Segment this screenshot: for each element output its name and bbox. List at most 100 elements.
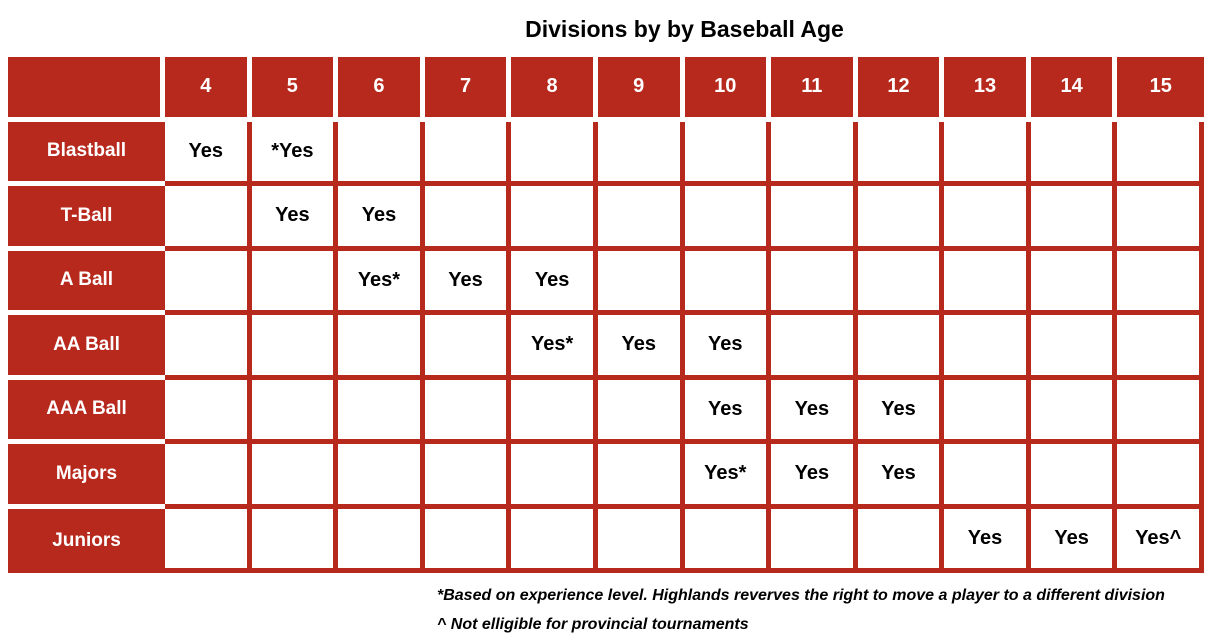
cell-t-ball-age-8 xyxy=(511,186,598,251)
row-header-a-ball: A Ball xyxy=(8,250,165,315)
cell-t-ball-age-15 xyxy=(1117,186,1204,251)
cell-aaa-ball-age-12: Yes xyxy=(857,379,945,444)
age-header-8: 8 xyxy=(511,57,598,122)
cell-aa-ball-age-4 xyxy=(165,315,252,380)
age-header-14: 14 xyxy=(1030,57,1118,122)
cell-majors-age-11: Yes xyxy=(771,444,858,509)
cell-majors-age-14 xyxy=(1030,444,1118,509)
cell-majors-age-5 xyxy=(251,444,339,509)
age-header-9: 9 xyxy=(597,57,685,122)
cell-aaa-ball-age-7 xyxy=(424,379,512,444)
cell-a-ball-age-10 xyxy=(684,250,772,315)
age-header-13: 13 xyxy=(944,57,1031,122)
cell-blastball-age-5: *Yes xyxy=(251,121,339,186)
cell-aa-ball-age-10: Yes xyxy=(684,315,772,380)
cell-t-ball-age-10 xyxy=(684,186,772,251)
cell-majors-age-6 xyxy=(338,444,425,509)
row-header-aa-ball: AA Ball xyxy=(8,315,165,380)
cell-juniors-age-10 xyxy=(684,508,772,573)
cell-aa-ball-age-8: Yes* xyxy=(511,315,598,380)
cell-aa-ball-age-9: Yes xyxy=(597,315,685,380)
cell-aa-ball-age-5 xyxy=(251,315,339,380)
row-header-juniors: Juniors xyxy=(8,508,165,573)
footnotes: *Based on experience level. Highlands re… xyxy=(437,581,1204,639)
cell-majors-age-8 xyxy=(511,444,598,509)
table-corner-cell xyxy=(8,57,165,122)
cell-aa-ball-age-13 xyxy=(944,315,1031,380)
age-header-4: 4 xyxy=(165,57,252,122)
cell-a-ball-age-4 xyxy=(165,250,252,315)
footnote-provincial-eligibility: ^ Not elligible for provincial tournamen… xyxy=(437,616,749,633)
cell-aaa-ball-age-4 xyxy=(165,379,252,444)
cell-juniors-age-4 xyxy=(165,508,252,573)
cell-aa-ball-age-14 xyxy=(1030,315,1118,380)
cell-aaa-ball-age-5 xyxy=(251,379,339,444)
cell-majors-age-13 xyxy=(944,444,1031,509)
cell-t-ball-age-6: Yes xyxy=(338,186,425,251)
cell-blastball-age-14 xyxy=(1030,121,1118,186)
cell-a-ball-age-8: Yes xyxy=(511,250,598,315)
cell-blastball-age-13 xyxy=(944,121,1031,186)
cell-a-ball-age-14 xyxy=(1030,250,1118,315)
cell-aaa-ball-age-15 xyxy=(1117,379,1204,444)
cell-blastball-age-11 xyxy=(771,121,858,186)
cell-aaa-ball-age-8 xyxy=(511,379,598,444)
cell-juniors-age-7 xyxy=(424,508,512,573)
cell-aa-ball-age-11 xyxy=(771,315,858,380)
cell-a-ball-age-13 xyxy=(944,250,1031,315)
cell-t-ball-age-13 xyxy=(944,186,1031,251)
cell-blastball-age-4: Yes xyxy=(165,121,252,186)
cell-t-ball-age-7 xyxy=(424,186,512,251)
cell-majors-age-7 xyxy=(424,444,512,509)
cell-t-ball-age-4 xyxy=(165,186,252,251)
cell-aa-ball-age-12 xyxy=(857,315,945,380)
cell-t-ball-age-12 xyxy=(857,186,945,251)
cell-majors-age-12: Yes xyxy=(857,444,945,509)
cell-a-ball-age-5 xyxy=(251,250,339,315)
cell-t-ball-age-14 xyxy=(1030,186,1118,251)
cell-aaa-ball-age-13 xyxy=(944,379,1031,444)
cell-a-ball-age-7: Yes xyxy=(424,250,512,315)
cell-majors-age-4 xyxy=(165,444,252,509)
cell-blastball-age-12 xyxy=(857,121,945,186)
cell-aaa-ball-age-6 xyxy=(338,379,425,444)
cell-juniors-age-6 xyxy=(338,508,425,573)
cell-blastball-age-10 xyxy=(684,121,772,186)
cell-aaa-ball-age-14 xyxy=(1030,379,1118,444)
divisions-by-age-table: 4 5 6 7 8 9 10 11 12 13 14 15 Blastball Yes *Yes T-Ball… xyxy=(8,57,1204,573)
cell-a-ball-age-6: Yes* xyxy=(338,250,425,315)
cell-juniors-age-14: Yes xyxy=(1030,508,1118,573)
age-header-12: 12 xyxy=(857,57,945,122)
age-header-7: 7 xyxy=(424,57,512,122)
cell-a-ball-age-9 xyxy=(597,250,685,315)
cell-t-ball-age-11 xyxy=(771,186,858,251)
cell-juniors-age-5 xyxy=(251,508,339,573)
cell-aaa-ball-age-10: Yes xyxy=(684,379,772,444)
cell-aa-ball-age-6 xyxy=(338,315,425,380)
cell-blastball-age-8 xyxy=(511,121,598,186)
cell-juniors-age-11 xyxy=(771,508,858,573)
age-header-11: 11 xyxy=(771,57,858,122)
row-header-majors: Majors xyxy=(8,444,165,509)
row-header-blastball: Blastball xyxy=(8,121,165,186)
row-header-t-ball: T-Ball xyxy=(8,186,165,251)
cell-a-ball-age-11 xyxy=(771,250,858,315)
cell-majors-age-10: Yes* xyxy=(684,444,772,509)
age-header-6: 6 xyxy=(338,57,425,122)
cell-juniors-age-13: Yes xyxy=(944,508,1031,573)
cell-blastball-age-7 xyxy=(424,121,512,186)
cell-aaa-ball-age-9 xyxy=(597,379,685,444)
age-header-5: 5 xyxy=(251,57,339,122)
age-header-15: 15 xyxy=(1117,57,1204,122)
cell-blastball-age-6 xyxy=(338,121,425,186)
cell-majors-age-9 xyxy=(597,444,685,509)
age-header-10: 10 xyxy=(684,57,772,122)
cell-a-ball-age-12 xyxy=(857,250,945,315)
cell-juniors-age-15: Yes^ xyxy=(1117,508,1204,573)
cell-t-ball-age-9 xyxy=(597,186,685,251)
cell-aaa-ball-age-11: Yes xyxy=(771,379,858,444)
cell-a-ball-age-15 xyxy=(1117,250,1204,315)
cell-juniors-age-8 xyxy=(511,508,598,573)
cell-blastball-age-15 xyxy=(1117,121,1204,186)
